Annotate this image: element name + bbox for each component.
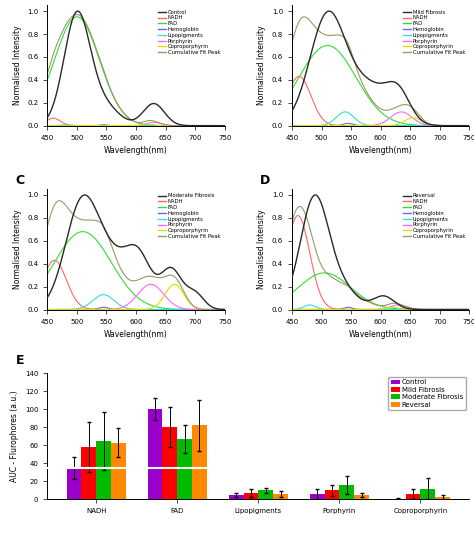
Bar	[163, 427, 177, 499]
Bar	[420, 489, 435, 499]
Bar	[96, 441, 111, 499]
Y-axis label: AUC - Flurophores (a.u.): AUC - Flurophores (a.u.)	[10, 390, 19, 482]
Legend: Mild Fibrosis, NADH, FAD, Hemoglobin, Lipopigments, Porphyrin, Coproporphyrin, C: Mild Fibrosis, NADH, FAD, Hemoglobin, Li…	[401, 8, 466, 57]
Bar	[82, 447, 96, 499]
Y-axis label: Normalised Intensity: Normalised Intensity	[257, 209, 266, 289]
Bar	[111, 442, 126, 499]
Text: D: D	[260, 174, 270, 187]
Legend: Control, Mild Fibrosis, Moderate Fibrosis, Reversal: Control, Mild Fibrosis, Moderate Fibrosi…	[388, 376, 466, 410]
Y-axis label: Normalised Intensity: Normalised Intensity	[257, 26, 266, 105]
Bar	[228, 495, 244, 499]
Bar	[177, 439, 192, 499]
Bar	[339, 485, 354, 499]
Legend: Control, NADH, FAD, Hemoglobin, Lipopigments, Porphyrin, Coproporphyrin, Cumulat: Control, NADH, FAD, Hemoglobin, Lipopigm…	[157, 8, 222, 57]
Text: E: E	[16, 354, 24, 367]
Bar	[66, 468, 82, 499]
Bar	[325, 490, 339, 499]
Bar	[192, 425, 207, 499]
X-axis label: Wavelength(nm): Wavelength(nm)	[104, 330, 168, 339]
Bar	[435, 497, 450, 499]
X-axis label: Wavelength(nm): Wavelength(nm)	[349, 330, 412, 339]
Legend: Moderate Fibrosis, NADH, FAD, Hemoglobin, Lipopigments, Porphyrin, Coproporphyri: Moderate Fibrosis, NADH, FAD, Hemoglobin…	[157, 192, 222, 241]
Bar	[406, 494, 420, 499]
Bar	[258, 490, 273, 499]
Bar	[354, 495, 369, 499]
X-axis label: Wavelength(nm): Wavelength(nm)	[104, 146, 168, 155]
X-axis label: Wavelength(nm): Wavelength(nm)	[349, 146, 412, 155]
Text: A: A	[16, 0, 25, 3]
Legend: Reversal, NADH, FAD, Hemoglobin, Lipopigments, Porphyrin, Coproporphyrin, Cumula: Reversal, NADH, FAD, Hemoglobin, Lipopig…	[401, 192, 466, 241]
Bar	[310, 494, 325, 499]
Bar	[273, 494, 288, 499]
Y-axis label: Normalised Intensity: Normalised Intensity	[13, 26, 21, 105]
Bar	[244, 493, 258, 499]
Bar	[391, 498, 406, 499]
Text: C: C	[16, 174, 25, 187]
Text: B: B	[260, 0, 270, 3]
Y-axis label: Normalised Intensity: Normalised Intensity	[13, 209, 21, 289]
Bar	[147, 409, 163, 499]
